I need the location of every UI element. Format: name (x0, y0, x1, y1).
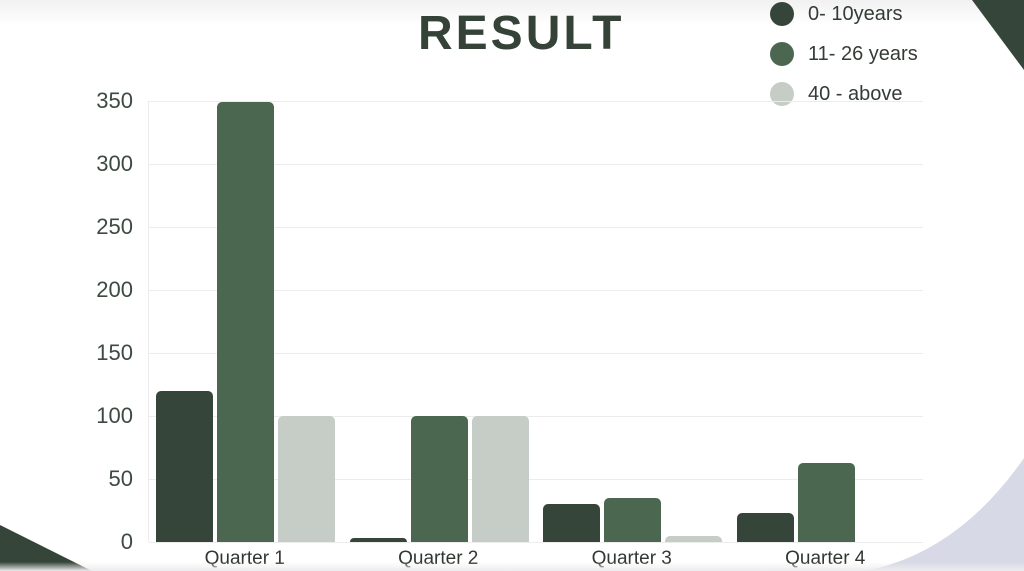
gridline-350 (149, 101, 923, 102)
legend-item-1: 0- 10years (770, 2, 918, 26)
gridline-300 (149, 164, 923, 165)
bar-0-10years-1 (156, 390, 214, 542)
bar-11-26-years-3 (604, 497, 662, 542)
legend-swatch-icon (770, 2, 794, 26)
gridline-250 (149, 227, 923, 228)
bar-group-4 (730, 101, 924, 542)
legend-item-label: 11- 26 years (808, 42, 918, 65)
bar-11-26-years-1 (217, 102, 275, 542)
bar-40-above-3 (665, 535, 723, 542)
bar-40-above-1 (278, 416, 336, 542)
bar-0-10years-2 (349, 538, 407, 542)
y-tick-label-100: 100 (96, 403, 133, 428)
y-tick-label-200: 200 (96, 277, 133, 302)
gridline-150 (149, 353, 923, 354)
bar-11-26-years-4 (797, 462, 855, 542)
bar-group-1 (149, 101, 343, 542)
y-tick-label-0: 0 (120, 529, 133, 554)
top-right-wedge-shape (972, 0, 1024, 70)
gridline-200 (149, 290, 923, 291)
y-tick-label-300: 300 (96, 151, 133, 176)
y-tick-label-250: 250 (96, 214, 133, 239)
x-tick-label-3: Quarter 3 (591, 548, 672, 569)
gridline-50 (149, 479, 923, 480)
bar-0-10years-3 (543, 504, 601, 542)
bar-11-26-years-2 (410, 416, 468, 542)
bar-chart-plot-area (148, 101, 924, 543)
y-tick-label-350: 350 (96, 88, 133, 113)
legend-item-3: 40 - above (770, 82, 918, 106)
bar-group-2 (343, 101, 537, 542)
bar-40-above-2 (471, 416, 529, 542)
legend-swatch-icon (770, 42, 794, 66)
chart-legend: 0- 10years 11- 26 years 40 - above (770, 2, 918, 106)
page-title: RESULT (418, 7, 625, 60)
gridline-0 (149, 542, 923, 543)
legend-item-2: 11- 26 years (770, 42, 918, 66)
bar-0-10years-4 (736, 513, 794, 542)
y-tick-label-50: 50 (108, 466, 133, 491)
x-tick-label-2: Quarter 2 (398, 548, 479, 569)
legend-item-label: 0- 10years (808, 2, 903, 25)
legend-item-label: 40 - above (808, 82, 903, 105)
x-tick-label-1: Quarter 1 (204, 548, 285, 569)
gridline-100 (149, 416, 923, 417)
bar-group-3 (536, 101, 730, 542)
legend-swatch-icon (770, 82, 794, 106)
y-tick-label-150: 150 (96, 340, 133, 365)
x-tick-label-4: Quarter 4 (785, 548, 866, 569)
